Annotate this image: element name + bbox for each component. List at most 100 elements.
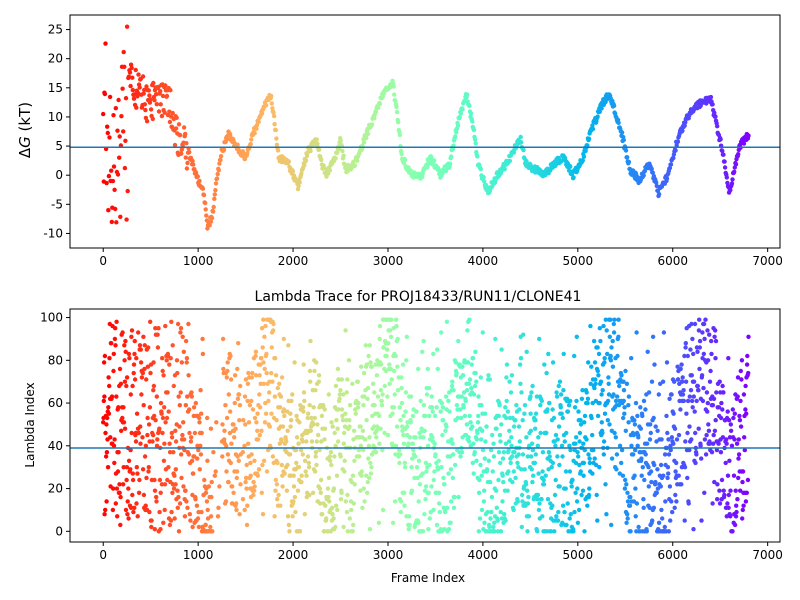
lambda-point bbox=[586, 492, 592, 498]
lambda-point bbox=[126, 486, 131, 491]
lambda-point bbox=[234, 475, 239, 481]
lambda-point bbox=[319, 439, 324, 444]
lambda-point bbox=[470, 356, 476, 361]
lambda-point bbox=[187, 407, 192, 412]
lambda-point bbox=[490, 432, 495, 438]
lambda-point bbox=[732, 411, 737, 416]
lambda-point bbox=[377, 336, 382, 342]
lambda-point bbox=[641, 497, 646, 502]
lambda-point bbox=[544, 430, 549, 436]
lambda-point bbox=[363, 343, 368, 348]
lambda-point bbox=[208, 524, 213, 530]
lambda-point bbox=[272, 514, 277, 519]
lambda-point bbox=[465, 360, 471, 365]
lambda-point bbox=[509, 443, 514, 448]
lambda-point bbox=[347, 516, 352, 521]
lambda-point bbox=[615, 353, 620, 359]
lambda-point bbox=[340, 418, 346, 423]
lambda-point bbox=[612, 317, 617, 322]
lambda-point bbox=[313, 388, 318, 393]
lambda-point bbox=[370, 413, 375, 419]
lambda-point bbox=[414, 465, 420, 470]
lambda-point bbox=[284, 439, 289, 444]
lambda-point bbox=[153, 418, 158, 423]
lambda-point bbox=[124, 465, 130, 470]
lambda-point bbox=[269, 345, 274, 350]
lambda-point bbox=[739, 358, 745, 363]
lambda-point bbox=[103, 430, 108, 436]
lambda-point bbox=[326, 494, 331, 500]
lambda-point bbox=[361, 486, 366, 491]
lambda-point bbox=[713, 418, 718, 423]
lambda-point bbox=[269, 370, 274, 376]
lambda-point bbox=[683, 439, 688, 444]
lambda-point bbox=[586, 360, 591, 365]
lambda-point bbox=[244, 475, 249, 481]
lambda-point bbox=[221, 366, 226, 372]
delta-g-point bbox=[170, 110, 175, 116]
lambda-point bbox=[372, 403, 377, 408]
lambda-point bbox=[529, 441, 535, 446]
lambda-point bbox=[157, 509, 162, 515]
lambda-point bbox=[691, 379, 697, 384]
lambda-point bbox=[164, 358, 169, 363]
lambda-point bbox=[431, 351, 436, 357]
lambda-point bbox=[436, 490, 442, 495]
lambda-point bbox=[188, 439, 194, 444]
delta-g-point bbox=[109, 219, 115, 225]
lambda-point bbox=[249, 398, 254, 404]
lambda-point bbox=[122, 379, 128, 384]
delta-g-point bbox=[104, 180, 109, 186]
lambda-point bbox=[222, 437, 227, 442]
lambda-point bbox=[420, 349, 425, 354]
delta-g-point bbox=[733, 162, 739, 167]
lambda-point bbox=[520, 452, 526, 457]
lambda-point bbox=[633, 400, 639, 406]
lambda-panel: Lambda Trace for PROJ18433/RUN11/CLONE41… bbox=[23, 289, 783, 585]
lambda-point bbox=[190, 524, 195, 530]
lambda-point bbox=[542, 362, 547, 367]
lambda-point bbox=[519, 467, 524, 472]
lambda-point bbox=[606, 375, 611, 380]
lambda-point bbox=[595, 518, 600, 523]
lambda-point bbox=[316, 432, 321, 438]
lambda-point bbox=[692, 409, 697, 414]
lambda-point bbox=[424, 469, 429, 474]
lambda-point bbox=[669, 392, 674, 397]
lambda-point bbox=[721, 488, 726, 493]
lambda-point bbox=[193, 400, 198, 406]
lambda-point bbox=[481, 469, 486, 474]
lambda-point bbox=[236, 341, 241, 346]
lambda-point bbox=[733, 488, 738, 493]
delta-g-point bbox=[718, 137, 723, 142]
lambda-point bbox=[409, 465, 414, 470]
delta-g-point bbox=[143, 107, 148, 113]
lambda-point bbox=[429, 405, 435, 410]
lambda-point bbox=[720, 383, 725, 389]
lambda-point bbox=[488, 516, 493, 521]
delta-g-point bbox=[297, 180, 302, 185]
lambda-point bbox=[740, 507, 745, 513]
lambda-point bbox=[669, 499, 674, 504]
delta-g-point bbox=[128, 83, 133, 89]
lambda-point bbox=[694, 452, 699, 457]
lambda-point bbox=[122, 426, 128, 431]
lambda-point bbox=[376, 520, 382, 525]
lambda-point bbox=[693, 430, 698, 436]
lambda-point bbox=[707, 379, 713, 384]
lambda-point bbox=[289, 398, 294, 404]
lambda-point bbox=[665, 430, 670, 436]
lambda-point bbox=[152, 477, 157, 483]
delta-g-point bbox=[211, 204, 216, 210]
lambda-point bbox=[502, 512, 507, 517]
lambda-point bbox=[568, 512, 573, 517]
lambda-point bbox=[344, 390, 349, 395]
lambda-point bbox=[430, 409, 435, 414]
lambda-point bbox=[385, 432, 391, 438]
lambda-point bbox=[155, 345, 161, 350]
lambda-point bbox=[420, 471, 425, 476]
lambda-point bbox=[308, 338, 313, 344]
lambda-point bbox=[395, 336, 400, 342]
lambda-point bbox=[672, 505, 677, 510]
lambda-point bbox=[117, 490, 122, 495]
